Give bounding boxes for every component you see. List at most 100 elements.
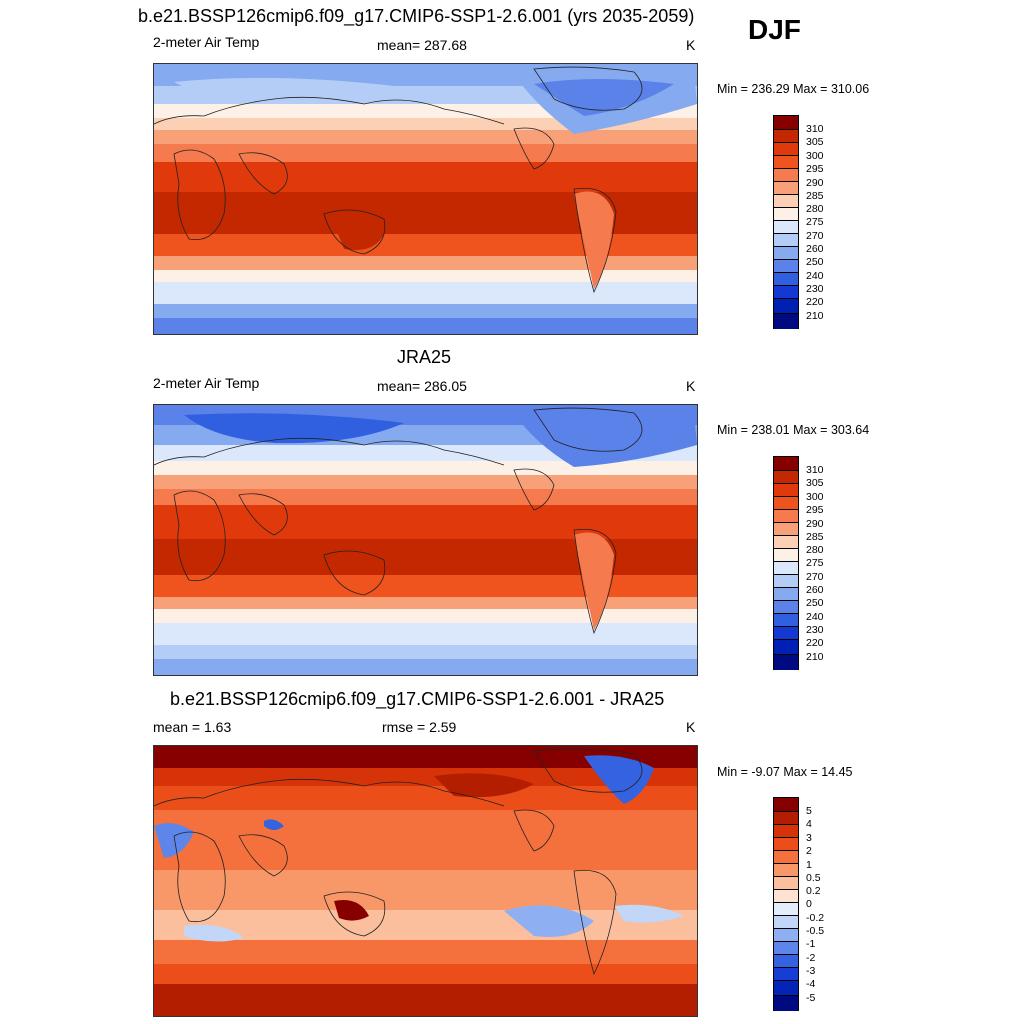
panel-3-colorbar-tick: 2 (806, 845, 812, 857)
panel-2-colorbar-segment (774, 496, 798, 510)
panel-2-colorbar-tick: 310 (806, 464, 824, 476)
panel-2-colorbar-segment (774, 548, 798, 562)
panel-1-colorbar-segment (774, 181, 798, 195)
panel-2-colorbar-segment (774, 639, 798, 655)
panel-3-colorbar-tick: 5 (806, 805, 812, 817)
panel-2-colorbar-segment (774, 509, 798, 523)
panel-2-minmax-label: Min = 238.01 Max = 303.64 (717, 423, 870, 437)
panel-2-colorbar-segment (774, 457, 798, 470)
panel-1-colorbar-segment (774, 298, 798, 314)
panel-3-colorbar-tick: -0.2 (806, 912, 825, 924)
panel-2-variable-label: 2-meter Air Temp (153, 375, 260, 391)
panel-1-colorbar-segment (774, 207, 798, 221)
panel-3-colorbar-segment (774, 850, 798, 864)
panel-3-colorbar-tick: -5 (806, 992, 816, 1004)
panel-1-title: b.e21.BSSP126cmip6.f09_g17.CMIP6-SSP1-2.… (138, 6, 695, 26)
panel-3-colorbar-tick: -2 (806, 952, 816, 964)
panel-3-colorbar-segment (774, 798, 798, 811)
panel-1-colorbar-tick: 305 (806, 136, 824, 148)
panel-3-colorbar-segment (774, 967, 798, 981)
panel-2-colorbar-segment (774, 626, 798, 640)
panel-1-colorbar-tick: 275 (806, 216, 824, 228)
panel-1-colorbar-tick: 210 (806, 310, 824, 322)
panel-3-title: b.e21.BSSP126cmip6.f09_g17.CMIP6-SSP1-2.… (170, 689, 665, 709)
panel-3-colorbar-segment (774, 876, 798, 890)
panel-2-colorbar-segment (774, 654, 798, 670)
panel-1-colorbar-tick: 310 (806, 123, 824, 135)
panel-2-colorbar-tick: 295 (806, 504, 824, 516)
panel-1-mean-label: mean= 287.68 (377, 37, 467, 53)
season-label: DJF (748, 14, 801, 45)
panel-2-mean-label: mean= 286.05 (377, 378, 467, 394)
panel-2-colorbar-tick: 240 (806, 611, 824, 623)
panel-2-colorbar-tick: 305 (806, 477, 824, 489)
panel-1-colorbar-tick: 220 (806, 296, 824, 308)
panel-3-map (153, 745, 698, 1017)
panel-3-unit-label: K (686, 719, 696, 735)
panel-3-colorbar-tick: 1 (806, 859, 812, 871)
panel-1-colorbar-tick: 270 (806, 230, 824, 242)
panel-3-colorbar-tick: 0.5 (806, 872, 821, 884)
panel-3-colorbar-segment (774, 915, 798, 929)
panel-2-colorbar-segment (774, 470, 798, 484)
panel-3-colorbar-segment (774, 928, 798, 942)
panel-1-colorbar-tick: 295 (806, 163, 824, 175)
panel-2-colorbar-segment (774, 535, 798, 549)
panel-2-title: JRA25 (397, 347, 452, 367)
panel-2-colorbar-tick: 290 (806, 518, 824, 530)
panel-1-colorbar-tick: 240 (806, 270, 824, 282)
panel-1-colorbar-segment (774, 129, 798, 143)
panel-1-colorbar-segment (774, 246, 798, 260)
panel-3-rmse-label: rmse = 2.59 (382, 719, 457, 735)
panel-3-colorbar-segment (774, 902, 798, 916)
panel-2-colorbar-segment (774, 561, 798, 575)
panel-3-colorbar (773, 797, 799, 1011)
panel-2-colorbar-tick: 220 (806, 637, 824, 649)
panel-3-colorbar-tick: 3 (806, 832, 812, 844)
panel-2-colorbar-segment (774, 587, 798, 601)
panel-1-colorbar-tick: 300 (806, 150, 824, 162)
panel-2-colorbar-segment (774, 483, 798, 497)
panel-2-colorbar-tick: 260 (806, 584, 824, 596)
panel-1-colorbar-segment (774, 155, 798, 169)
panel-2-unit-label: K (686, 378, 696, 394)
panel-2-colorbar-tick: 230 (806, 624, 824, 636)
panel-3-colorbar-segment (774, 980, 798, 996)
panel-1-colorbar-tick: 230 (806, 283, 824, 295)
panel-2-colorbar (773, 456, 799, 670)
panel-1-colorbar-segment (774, 285, 798, 299)
panel-3-colorbar-tick: 0 (806, 898, 812, 910)
panel-2-map (153, 404, 698, 676)
panel-3-minmax-label: Min = -9.07 Max = 14.45 (717, 765, 853, 779)
panel-1-colorbar-tick: 260 (806, 243, 824, 255)
panel-3-colorbar-segment (774, 863, 798, 877)
panel-3-mean-label: mean = 1.63 (153, 719, 232, 735)
panel-1-colorbar-segment (774, 194, 798, 208)
panel-3-colorbar-tick: -3 (806, 965, 816, 977)
panel-2-colorbar-tick: 270 (806, 571, 824, 583)
panel-2-colorbar-segment (774, 522, 798, 536)
panel-2-colorbar-tick: 280 (806, 544, 824, 556)
panel-3-colorbar-tick: 4 (806, 818, 812, 830)
panel-1-colorbar-segment (774, 168, 798, 182)
panel-2-colorbar-tick: 250 (806, 597, 824, 609)
panel-2-colorbar-tick: 210 (806, 651, 824, 663)
panel-2-colorbar-tick: 285 (806, 531, 824, 543)
panel-1-minmax-label: Min = 236.29 Max = 310.06 (717, 82, 870, 96)
panel-3-colorbar-segment (774, 837, 798, 851)
panel-3-colorbar-segment (774, 889, 798, 903)
panel-1-colorbar-tick: 250 (806, 256, 824, 268)
panel-3-colorbar-segment (774, 824, 798, 838)
panel-1-colorbar-segment (774, 313, 798, 329)
panel-3-colorbar-tick: -1 (806, 938, 816, 950)
panel-1-colorbar-segment (774, 142, 798, 156)
panel-1-variable-label: 2-meter Air Temp (153, 34, 260, 50)
panel-2-colorbar-tick: 300 (806, 491, 824, 503)
panel-1-colorbar-tick: 290 (806, 177, 824, 189)
panel-1-colorbar-segment (774, 272, 798, 286)
panel-1-colorbar-tick: 285 (806, 190, 824, 202)
panel-3-colorbar-segment (774, 941, 798, 955)
panel-1-unit-label: K (686, 37, 696, 53)
panel-3-colorbar-segment (774, 811, 798, 825)
panel-2-colorbar-tick: 275 (806, 557, 824, 569)
